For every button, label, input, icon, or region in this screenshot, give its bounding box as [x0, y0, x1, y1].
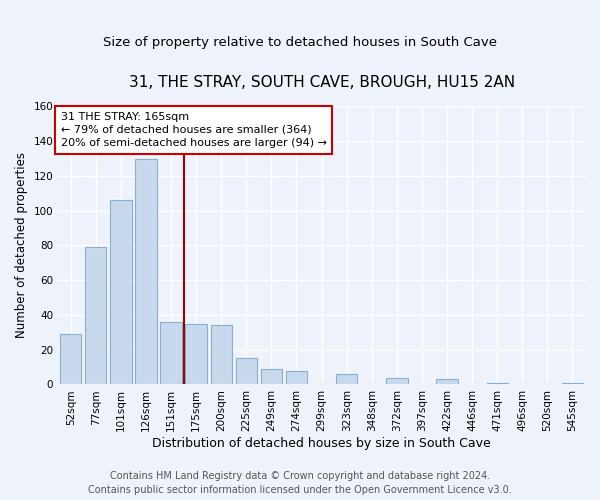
Text: 31 THE STRAY: 165sqm
← 79% of detached houses are smaller (364)
20% of semi-deta: 31 THE STRAY: 165sqm ← 79% of detached h… — [61, 112, 326, 148]
Y-axis label: Number of detached properties: Number of detached properties — [15, 152, 28, 338]
Text: Contains HM Land Registry data © Crown copyright and database right 2024.
Contai: Contains HM Land Registry data © Crown c… — [88, 471, 512, 495]
Bar — [236, 358, 257, 384]
Text: Size of property relative to detached houses in South Cave: Size of property relative to detached ho… — [103, 36, 497, 49]
Bar — [386, 378, 407, 384]
Bar — [60, 334, 82, 384]
Bar — [286, 370, 307, 384]
Bar — [110, 200, 131, 384]
Bar — [261, 369, 282, 384]
Bar — [562, 382, 583, 384]
Bar — [211, 326, 232, 384]
Bar — [185, 324, 207, 384]
Title: 31, THE STRAY, SOUTH CAVE, BROUGH, HU15 2AN: 31, THE STRAY, SOUTH CAVE, BROUGH, HU15 … — [128, 75, 515, 90]
Bar — [85, 247, 106, 384]
Bar — [160, 322, 182, 384]
Bar — [336, 374, 358, 384]
Bar — [487, 382, 508, 384]
Bar — [136, 158, 157, 384]
Bar — [436, 379, 458, 384]
X-axis label: Distribution of detached houses by size in South Cave: Distribution of detached houses by size … — [152, 437, 491, 450]
